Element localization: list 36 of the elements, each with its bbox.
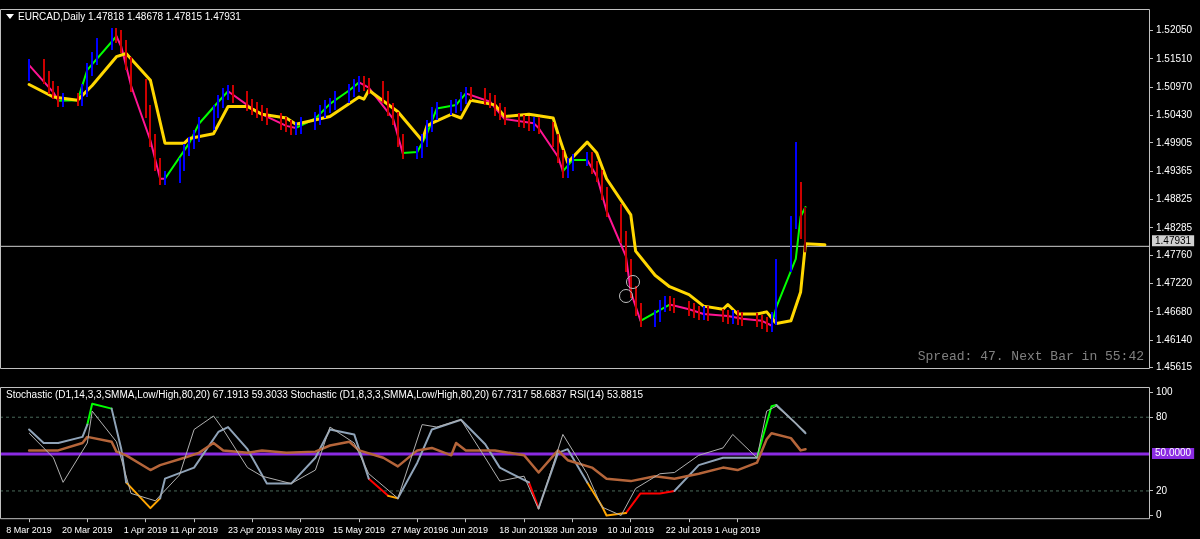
y-tick-label: 1.49905 <box>1156 136 1193 148</box>
y-tick-label: 1.48285 <box>1156 221 1193 233</box>
y-tick-label: 80 <box>1156 410 1168 422</box>
x-tick-label: 1 Apr 2019 <box>123 525 168 536</box>
y-tick-label: 1.51510 <box>1156 52 1193 64</box>
y-tick-label: 20 <box>1156 484 1168 496</box>
y-tick-label: 1.50970 <box>1156 80 1193 92</box>
y-tick-label: 0 <box>1156 509 1162 521</box>
x-tick-label: 18 Jun 2019 <box>499 525 549 536</box>
x-tick-label: 1 Aug 2019 <box>714 525 761 536</box>
x-tick-label: 10 Jul 2019 <box>607 525 655 536</box>
chart-title: EURCAD,Daily 1.47818 1.48678 1.47815 1.47931 <box>18 11 241 22</box>
y-tick-label: 1.52050 <box>1156 24 1193 36</box>
x-tick-label: 23 Apr 2019 <box>228 525 277 536</box>
y-tick-label: 1.48825 <box>1156 193 1193 205</box>
ref-line-label: 50.0000 <box>1155 447 1192 459</box>
x-tick-label: 3 May 2019 <box>277 525 325 536</box>
ref-line-label: 1.47931 <box>1155 234 1192 246</box>
x-tick-label: 22 Jul 2019 <box>665 525 713 536</box>
y-tick-label: 1.46140 <box>1156 333 1193 345</box>
y-tick-label: 1.47760 <box>1156 249 1193 261</box>
annotation: Spread: 47. Next Bar in 55:42 <box>917 349 1144 364</box>
x-tick-label: 20 Mar 2019 <box>62 525 113 536</box>
x-tick-label: 27 May 2019 <box>391 525 444 536</box>
y-tick-label: 1.50430 <box>1156 109 1193 121</box>
chart-title: Stochastic (D1,14,3,3,SMMA,Low/High,80,20) 67.1913 59.3033 Stochastic (D1,8,3,3,SMMA,Low/High,80,20) 67.7317 58.6837 RSI(14) 53.8815 <box>6 389 644 400</box>
y-tick-label: 1.46680 <box>1156 305 1193 317</box>
x-tick-label: 15 May 2019 <box>333 525 386 536</box>
x-tick-label: 8 Mar 2019 <box>6 525 52 536</box>
y-tick-label: 1.45615 <box>1156 361 1193 373</box>
x-tick-label: 28 Jun 2019 <box>547 525 598 536</box>
y-tick-label: 100 <box>1156 386 1174 398</box>
x-tick-label: 11 Apr 2019 <box>170 525 219 536</box>
y-tick-label: 1.49365 <box>1156 164 1193 176</box>
x-tick-label: 6 Jun 2019 <box>443 525 489 536</box>
y-tick-label: 1.47220 <box>1156 277 1193 289</box>
